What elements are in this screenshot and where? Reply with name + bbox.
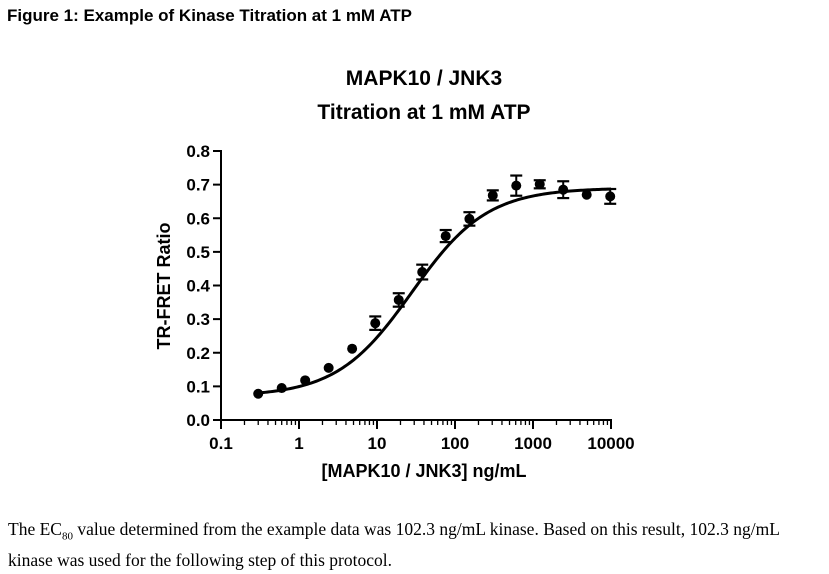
x-tick-label: 1 <box>294 434 303 453</box>
data-point <box>370 318 381 329</box>
data-point <box>276 383 287 394</box>
fit-curve <box>258 187 612 395</box>
body-text: The EC80 value determined from the examp… <box>8 518 826 572</box>
body-text-subscript: 80 <box>61 530 73 543</box>
y-axis-label: TR-FRET Ratio <box>154 223 174 350</box>
y-tick-label: 0.0 <box>186 411 210 430</box>
data-point <box>417 267 428 278</box>
y-tick-label: 0.7 <box>186 176 210 195</box>
y-tick-label: 0.8 <box>186 142 210 161</box>
data-point <box>534 179 545 190</box>
data-point <box>300 375 311 386</box>
chart: MAPK10 / JNK3 Titration at 1 mM ATP 0.00… <box>154 67 635 481</box>
x-tick-label: 100 <box>441 434 469 453</box>
data-point <box>393 294 404 305</box>
data-point <box>511 180 522 191</box>
fit-curve-group <box>258 187 612 395</box>
y-tick-label: 0.2 <box>186 344 210 363</box>
y-tick-label: 0.4 <box>186 277 210 296</box>
data-point <box>440 231 451 242</box>
y-tick-label: 0.6 <box>186 209 210 228</box>
body-text-part-2: value determined from the example data w… <box>8 519 780 570</box>
data-point <box>347 343 358 354</box>
chart-title-line-2: Titration at 1 mM ATP <box>317 101 530 124</box>
data-point <box>605 191 616 202</box>
data-point <box>323 362 334 373</box>
x-tick-label: 10000 <box>587 434 634 453</box>
axes: 0.0 0.1 0.2 0.3 0.4 0.5 0.6 0.7 0.8 0.1 1 10 100 1000… <box>186 142 634 453</box>
x-tick-label: 0.1 <box>209 434 233 453</box>
data-point <box>487 190 498 201</box>
x-axis-label: [MAPK10 / JNK3] ng/mL <box>321 461 526 481</box>
data-points <box>253 174 617 399</box>
x-tick-label: 1000 <box>514 434 552 453</box>
body-text-part-1: The EC <box>8 519 62 539</box>
y-tick-label: 0.5 <box>186 243 210 262</box>
chart-title-line-1: MAPK10 / JNK3 <box>346 67 502 90</box>
y-tick-label: 0.1 <box>186 377 210 396</box>
data-point <box>464 213 475 224</box>
figure-caption: Figure 1: Example of Kinase Titration at… <box>7 6 412 25</box>
data-point <box>253 388 264 399</box>
x-tick-label: 10 <box>368 434 387 453</box>
data-point <box>558 184 569 195</box>
data-point <box>581 189 592 200</box>
y-tick-label: 0.3 <box>186 310 210 329</box>
